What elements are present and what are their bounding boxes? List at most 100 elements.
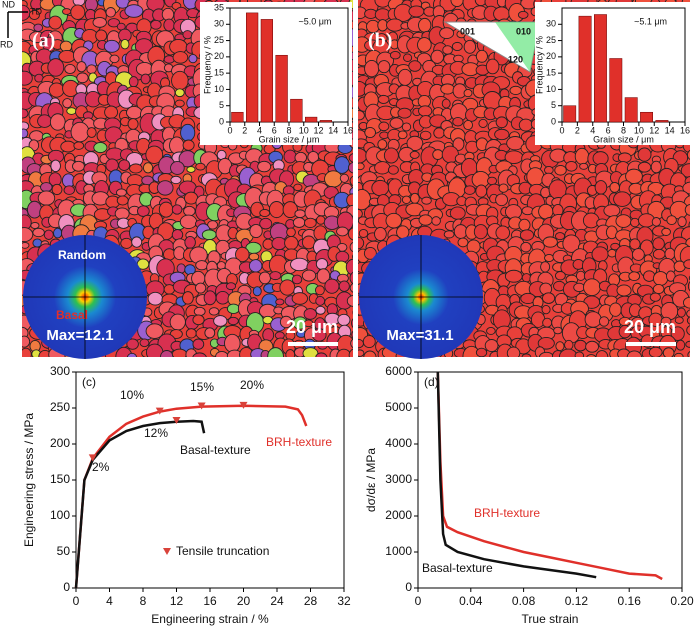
grain <box>186 166 196 173</box>
grain <box>418 17 432 33</box>
ipf-label: 001 <box>460 26 475 36</box>
grain <box>541 304 551 315</box>
y-tick-label: 0 <box>63 580 70 594</box>
grain <box>192 338 205 350</box>
grain <box>637 147 652 162</box>
grain <box>301 269 317 282</box>
grain <box>262 328 275 342</box>
grain <box>131 236 143 248</box>
grain <box>188 53 198 64</box>
x-tick-label: 8 <box>621 125 626 135</box>
grain <box>687 281 690 292</box>
grain <box>609 181 620 193</box>
grain <box>574 351 585 357</box>
x-tick-label: 6 <box>606 125 611 135</box>
grain <box>195 162 206 171</box>
grain <box>542 236 558 248</box>
grain <box>579 162 589 170</box>
grain <box>336 226 349 237</box>
grain <box>603 204 621 218</box>
grain <box>161 7 175 21</box>
y-tick-label: 10 <box>546 84 556 94</box>
grain <box>105 7 116 18</box>
grain <box>475 347 488 357</box>
annotation: 10% <box>120 388 144 402</box>
grain <box>172 51 189 64</box>
grain <box>408 60 422 72</box>
grain <box>347 227 353 241</box>
grain <box>685 340 690 348</box>
grain <box>208 307 220 316</box>
grain <box>179 214 198 230</box>
grain <box>389 117 404 129</box>
y-tick-label: 100 <box>50 508 70 522</box>
grain <box>171 204 183 215</box>
grain <box>673 352 684 357</box>
grain <box>637 161 652 173</box>
grain <box>66 107 77 115</box>
x-axis-label: Grain size / μm <box>259 134 320 144</box>
x-tick-label: 0.04 <box>459 594 483 608</box>
grain <box>648 346 663 357</box>
grain <box>351 318 353 329</box>
grain <box>302 347 319 357</box>
bar <box>609 58 623 123</box>
grain <box>439 27 455 39</box>
grain <box>358 162 365 171</box>
line-series <box>436 371 597 579</box>
grain <box>613 191 632 207</box>
grain <box>475 49 488 63</box>
grain <box>519 229 535 241</box>
grain <box>70 4 86 20</box>
y-tick-label: 10 <box>214 84 224 94</box>
grain <box>609 302 622 317</box>
panel-label: (a) <box>32 30 55 52</box>
grain <box>142 162 154 174</box>
grain <box>145 145 164 164</box>
grain <box>169 136 185 155</box>
grain <box>147 291 163 306</box>
grain <box>137 205 150 217</box>
grain <box>43 229 54 240</box>
grain <box>315 296 326 306</box>
bar <box>640 111 653 123</box>
y-tick-label: 0 <box>405 580 412 594</box>
x-tick-label: 10 <box>634 125 644 135</box>
grain <box>215 351 229 357</box>
grain <box>495 193 509 207</box>
grain <box>170 175 182 185</box>
grain <box>484 339 499 353</box>
grain <box>180 123 196 142</box>
grain <box>92 16 107 28</box>
grain <box>682 296 690 309</box>
grain <box>192 352 207 357</box>
grain <box>315 305 326 315</box>
grain <box>348 348 353 357</box>
grain <box>463 39 477 54</box>
grain <box>650 160 662 174</box>
x-tick-label: 0.20 <box>670 594 694 608</box>
grain <box>156 180 174 196</box>
grain <box>478 118 488 128</box>
grain <box>107 18 121 28</box>
grain <box>76 72 89 84</box>
y-axis-label: dσ/dε / MPa <box>364 448 378 512</box>
grain <box>521 273 532 283</box>
y-tick-label: 25 <box>214 35 224 45</box>
grain <box>257 160 272 173</box>
grain <box>64 64 76 75</box>
grain <box>371 179 390 197</box>
grain <box>338 280 350 292</box>
grain <box>50 159 61 173</box>
bar <box>260 19 273 123</box>
grain <box>575 270 586 281</box>
grain <box>170 161 185 175</box>
y-tick-label: 15 <box>546 68 556 78</box>
y-axis-label: Frequency / % <box>534 36 544 94</box>
grain <box>303 319 314 328</box>
grain <box>538 203 554 220</box>
x-tick-label: 20 <box>237 594 251 608</box>
y-tick-label: 5000 <box>385 400 412 414</box>
grain <box>315 352 328 357</box>
x-tick-label: 8 <box>286 125 291 135</box>
